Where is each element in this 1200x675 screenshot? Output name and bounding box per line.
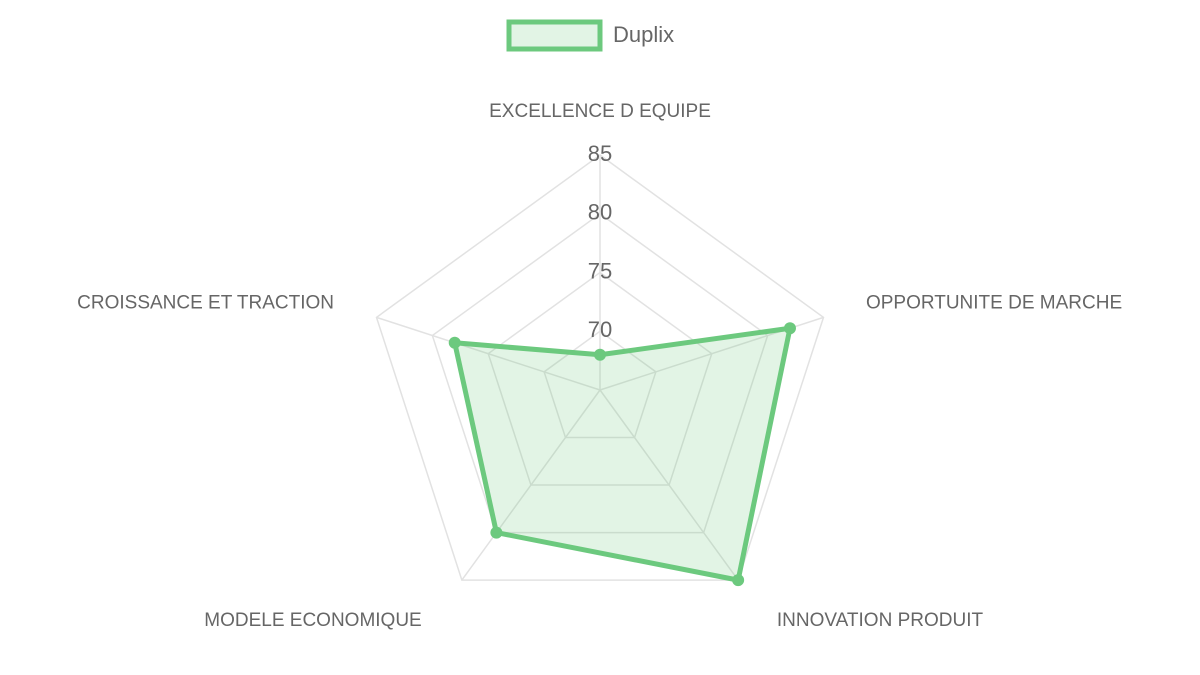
point: [783, 322, 796, 335]
axis-label: INNOVATION PRODUIT: [777, 610, 984, 631]
r-tick-label: 75: [588, 258, 612, 283]
point: [594, 348, 606, 361]
point: [732, 574, 745, 587]
point: [490, 526, 503, 539]
legend-label: Duplix: [613, 22, 674, 47]
grid-ring: [375, 154, 825, 581]
grid-ring: [431, 212, 769, 534]
axis-label: EXCELLENCE D EQUIPE: [489, 101, 711, 122]
grid-ring: [543, 330, 657, 439]
legend-swatch: [506, 19, 603, 52]
spoke: [599, 389, 739, 581]
axis-label: OPPORTUNITE DE MARCHE: [866, 293, 1122, 314]
axis-label: MODELE ECONOMIQUE: [204, 610, 421, 631]
r-tick-label: 80: [588, 200, 612, 225]
axis-label: CROISSANCE ET TRACTION: [77, 293, 334, 314]
area: [452, 325, 793, 583]
spoke: [461, 389, 601, 581]
r-tick-label: 70: [588, 317, 612, 342]
r-tick-label: 85: [588, 141, 612, 166]
point: [448, 336, 461, 349]
spoke: [376, 316, 601, 391]
